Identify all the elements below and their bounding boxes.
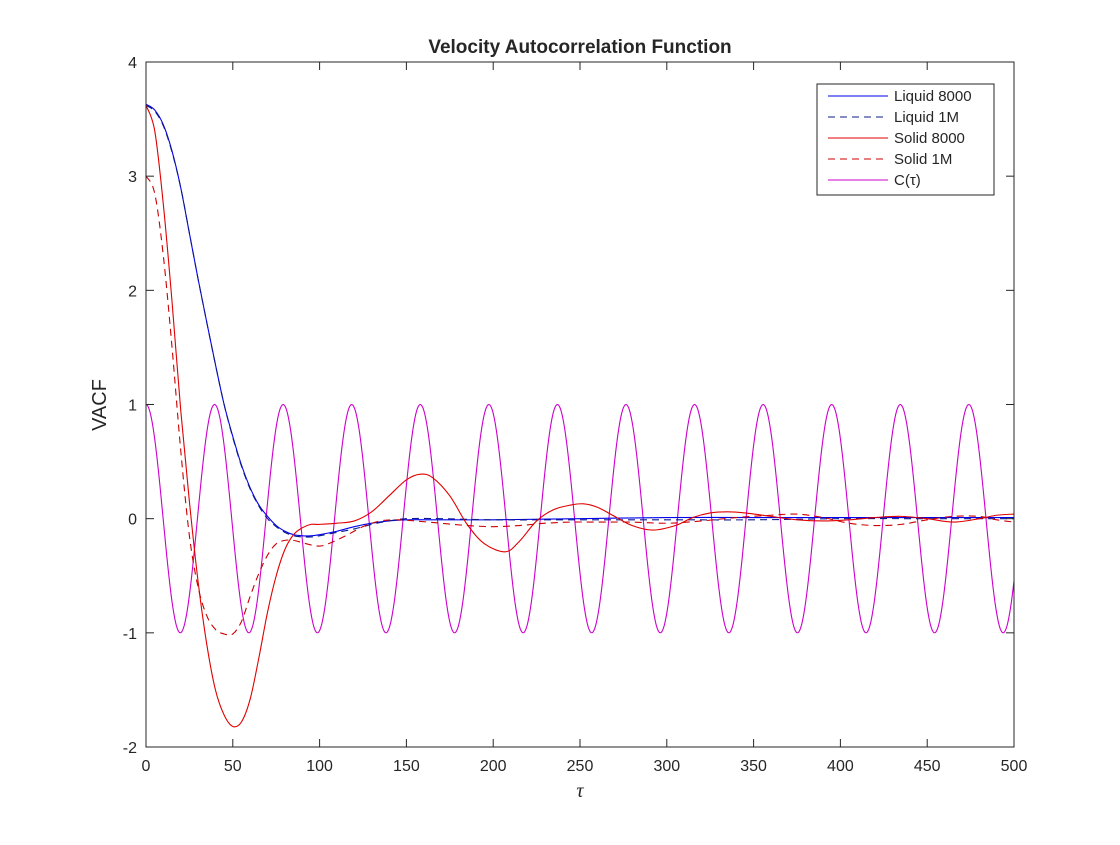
y-axis-label: VACF (89, 379, 111, 431)
legend: Liquid 8000 Liquid 1M Solid 8000 Solid 1M C(… (816, 83, 995, 196)
series-line-2 (146, 105, 1014, 728)
x-tick-label: 300 (653, 758, 680, 775)
x-tick-label: 400 (827, 758, 854, 775)
legend-label: C(τ) (894, 172, 921, 189)
x-tick-label: 200 (480, 758, 507, 775)
x-tick-label: 350 (740, 758, 767, 775)
x-tick-label: 250 (567, 758, 594, 775)
series-line-1 (146, 104, 1014, 538)
legend-label: Solid 8000 (894, 130, 965, 147)
series-line-4 (146, 403, 1014, 634)
ticks-layer: 0 50 100 150 200 250 300 350 400 450 500 -2 -1 0 1 2 3 4 (123, 55, 1028, 775)
y-tick-label: 0 (128, 512, 137, 529)
chart-title: Velocity Autocorrelation Function (428, 37, 731, 58)
x-tick-label: 0 (142, 758, 151, 775)
y-tick-label: 4 (128, 55, 137, 72)
x-tick-label: 100 (306, 758, 333, 775)
legend-label: Liquid 1M (894, 109, 959, 126)
legend-box (816, 83, 995, 196)
x-tick-label: 450 (914, 758, 941, 775)
y-tick-label: -2 (123, 740, 137, 757)
series-layer (146, 103, 1014, 728)
legend-label: Liquid 8000 (894, 88, 972, 105)
y-tick-label: 2 (128, 283, 137, 300)
x-tick-label: 50 (224, 758, 242, 775)
y-tick-label: -1 (123, 626, 137, 643)
legend-label: Solid 1M (894, 151, 952, 168)
x-axis-label: τ (576, 780, 584, 802)
x-tick-label: 150 (393, 758, 420, 775)
series-line-3 (146, 175, 1014, 636)
y-tick-label: 1 (128, 398, 137, 415)
x-tick-label: 500 (1001, 758, 1028, 775)
y-tick-label: 3 (128, 169, 137, 186)
